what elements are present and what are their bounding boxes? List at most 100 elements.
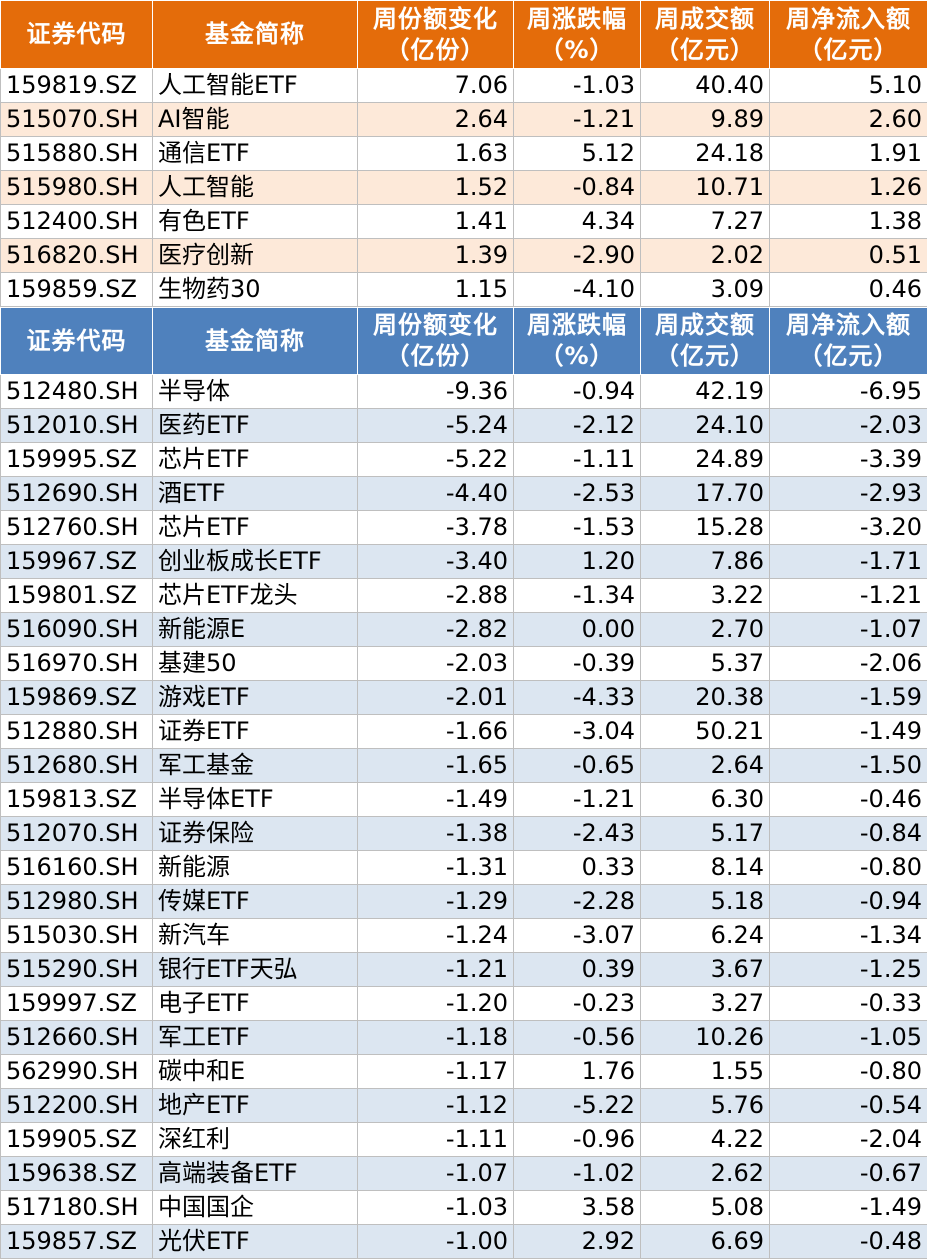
cell-code: 512660.SH — [0, 1020, 153, 1055]
cell-weekly-change: -2.90 — [513, 238, 641, 273]
table-row: 159859.SZ 生物药30 1.15 -4.10 3.09 0.46 — [0, 272, 927, 307]
cell-net-inflow: -3.20 — [769, 510, 927, 545]
cell-turnover: 2.64 — [640, 748, 770, 783]
cell-code: 159857.SZ — [0, 1224, 153, 1259]
cell-fund-name: 光伏ETF — [152, 1224, 358, 1259]
cell-share-change: -1.07 — [357, 1156, 514, 1191]
cell-code: 517180.SH — [0, 1190, 153, 1225]
header-turnover-line2: （亿元） — [655, 342, 755, 370]
cell-code: 512980.SH — [0, 884, 153, 919]
cell-share-change: -1.38 — [357, 816, 514, 851]
cell-code: 159819.SZ — [0, 68, 153, 103]
cell-share-change: -1.49 — [357, 782, 514, 817]
cell-fund-name: 游戏ETF — [152, 680, 358, 715]
cell-code: 515070.SH — [0, 102, 153, 137]
cell-fund-name: 电子ETF — [152, 986, 358, 1021]
cell-weekly-change: -5.22 — [513, 1088, 641, 1123]
cell-weekly-change: -1.53 — [513, 510, 641, 545]
cell-share-change: 1.63 — [357, 136, 514, 171]
cell-weekly-change: 2.92 — [513, 1224, 641, 1259]
header-share-change: 周份额变化 （亿份） — [357, 307, 514, 375]
cell-turnover: 17.70 — [640, 476, 770, 511]
cell-weekly-change: -2.12 — [513, 408, 641, 443]
header-turnover: 周成交额 （亿元） — [640, 307, 770, 375]
cell-net-inflow: -6.95 — [769, 374, 927, 409]
table-row: 512010.SH 医药ETF -5.24 -2.12 24.10 -2.03 — [0, 408, 927, 443]
header-turnover: 周成交额 （亿元） — [640, 0, 770, 69]
cell-fund-name: 地产ETF — [152, 1088, 358, 1123]
cell-fund-name: 通信ETF — [152, 136, 358, 171]
cell-turnover: 5.37 — [640, 646, 770, 681]
cell-share-change: -1.18 — [357, 1020, 514, 1055]
cell-fund-name: 高端装备ETF — [152, 1156, 358, 1191]
cell-weekly-change: 0.00 — [513, 612, 641, 647]
cell-turnover: 7.86 — [640, 544, 770, 579]
cell-turnover: 5.18 — [640, 884, 770, 919]
table-row: 562990.SH 碳中和E -1.17 1.76 1.55 -0.80 — [0, 1054, 927, 1089]
table-row: 159869.SZ 游戏ETF -2.01 -4.33 20.38 -1.59 — [0, 680, 927, 715]
cell-turnover: 1.55 — [640, 1054, 770, 1089]
table-row: 516970.SH 基建50 -2.03 -0.39 5.37 -2.06 — [0, 646, 927, 681]
cell-net-inflow: -0.67 — [769, 1156, 927, 1191]
table-row: 159905.SZ 深红利 -1.11 -0.96 4.22 -2.04 — [0, 1122, 927, 1157]
cell-net-inflow: -1.59 — [769, 680, 927, 715]
cell-turnover: 10.26 — [640, 1020, 770, 1055]
cell-code: 512480.SH — [0, 374, 153, 409]
table-row: 516090.SH 新能源E -2.82 0.00 2.70 -1.07 — [0, 612, 927, 647]
table-row: 512070.SH 证券保险 -1.38 -2.43 5.17 -0.84 — [0, 816, 927, 851]
cell-fund-name: 新能源E — [152, 612, 358, 647]
cell-fund-name: 芯片ETF — [152, 510, 358, 545]
header-code: 证券代码 — [0, 0, 153, 69]
cell-turnover: 20.38 — [640, 680, 770, 715]
cell-fund-name: 有色ETF — [152, 204, 358, 239]
cell-weekly-change: -2.43 — [513, 816, 641, 851]
cell-code: 516820.SH — [0, 238, 153, 273]
cell-share-change: -2.82 — [357, 612, 514, 647]
cell-net-inflow: -1.05 — [769, 1020, 927, 1055]
cell-code: 515030.SH — [0, 918, 153, 953]
cell-turnover: 24.18 — [640, 136, 770, 171]
table-row: 159819.SZ 人工智能ETF 7.06 -1.03 40.40 5.10 — [0, 68, 927, 103]
cell-fund-name: 新汽车 — [152, 918, 358, 953]
cell-code: 512070.SH — [0, 816, 153, 851]
header-share-change-line2: （亿份） — [385, 35, 486, 64]
cell-net-inflow: -0.80 — [769, 1054, 927, 1089]
cell-fund-name: 深红利 — [152, 1122, 358, 1157]
header-name: 基金简称 — [152, 307, 358, 375]
inflow-table-body: 159819.SZ 人工智能ETF 7.06 -1.03 40.40 5.10 515070… — [0, 68, 927, 307]
cell-share-change: -3.40 — [357, 544, 514, 579]
cell-share-change: 2.64 — [357, 102, 514, 137]
cell-fund-name: 芯片ETF龙头 — [152, 578, 358, 613]
cell-fund-name: 证券ETF — [152, 714, 358, 749]
cell-net-inflow: -1.49 — [769, 1190, 927, 1225]
cell-net-inflow: 0.51 — [769, 238, 927, 273]
cell-share-change: 1.15 — [357, 272, 514, 307]
cell-weekly-change: 0.33 — [513, 850, 641, 885]
cell-turnover: 6.30 — [640, 782, 770, 817]
outflow-table-header: 证券代码 基金简称 周份额变化 （亿份） 周涨跌幅 （%） 周成交额 （亿元） 周净流… — [0, 307, 927, 375]
table-row: 512400.SH 有色ETF 1.41 4.34 7.27 1.38 — [0, 204, 927, 239]
cell-share-change: -1.03 — [357, 1190, 514, 1225]
cell-net-inflow: -1.71 — [769, 544, 927, 579]
cell-code: 159813.SZ — [0, 782, 153, 817]
cell-share-change: -1.20 — [357, 986, 514, 1021]
cell-fund-name: 军工ETF — [152, 1020, 358, 1055]
cell-turnover: 3.27 — [640, 986, 770, 1021]
cell-share-change: -1.12 — [357, 1088, 514, 1123]
cell-net-inflow: -1.50 — [769, 748, 927, 783]
cell-turnover: 40.40 — [640, 68, 770, 103]
cell-weekly-change: -0.23 — [513, 986, 641, 1021]
header-net-inflow-line1: 周净流入额 — [786, 311, 911, 339]
cell-net-inflow: 2.60 — [769, 102, 927, 137]
table-row: 159995.SZ 芯片ETF -5.22 -1.11 24.89 -3.39 — [0, 442, 927, 477]
cell-fund-name: 新能源 — [152, 850, 358, 885]
cell-turnover: 24.89 — [640, 442, 770, 477]
cell-code: 512010.SH — [0, 408, 153, 443]
cell-net-inflow: -0.33 — [769, 986, 927, 1021]
cell-weekly-change: -1.21 — [513, 102, 641, 137]
inflow-table: 证券代码 基金简称 周份额变化 （亿份） 周涨跌幅 （%） 周成交额 （亿元） 周净流… — [0, 0, 927, 307]
table-row: 515030.SH 新汽车 -1.24 -3.07 6.24 -1.34 — [0, 918, 927, 953]
cell-turnover: 5.17 — [640, 816, 770, 851]
cell-net-inflow: -1.34 — [769, 918, 927, 953]
cell-weekly-change: 3.58 — [513, 1190, 641, 1225]
